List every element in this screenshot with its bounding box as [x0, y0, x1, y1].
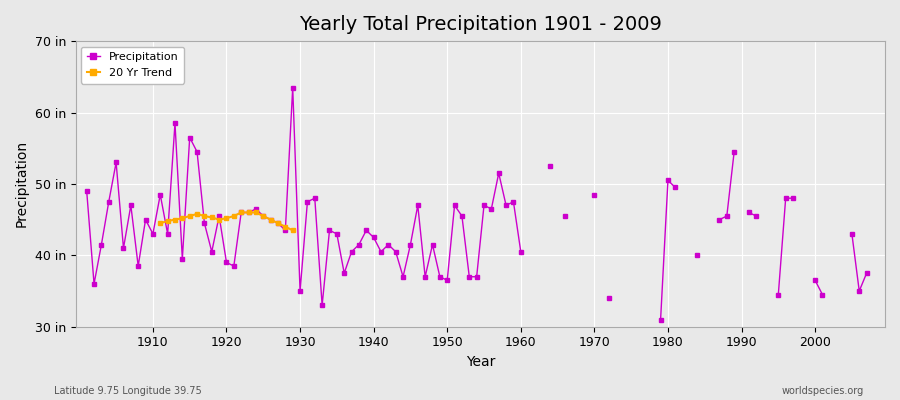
Y-axis label: Precipitation: Precipitation — [15, 140, 29, 228]
20 Yr Trend — [273, 221, 284, 226]
20 Yr Trend — [206, 215, 217, 220]
20 Yr Trend — [287, 228, 298, 233]
Precipitation — [140, 217, 151, 222]
Precipitation — [508, 199, 518, 204]
20 Yr Trend — [266, 217, 276, 222]
20 Yr Trend — [192, 212, 202, 216]
Precipitation — [302, 199, 313, 204]
20 Yr Trend — [243, 210, 254, 215]
20 Yr Trend — [280, 224, 291, 229]
20 Yr Trend — [162, 219, 173, 224]
20 Yr Trend — [177, 216, 188, 220]
Line: Precipitation: Precipitation — [85, 86, 868, 321]
20 Yr Trend — [229, 214, 239, 218]
Legend: Precipitation, 20 Yr Trend: Precipitation, 20 Yr Trend — [81, 47, 184, 84]
Text: worldspecies.org: worldspecies.org — [782, 386, 864, 396]
20 Yr Trend — [221, 216, 232, 220]
20 Yr Trend — [155, 221, 166, 226]
Precipitation — [516, 249, 526, 254]
20 Yr Trend — [236, 210, 247, 215]
20 Yr Trend — [169, 217, 180, 222]
Title: Yearly Total Precipitation 1901 - 2009: Yearly Total Precipitation 1901 - 2009 — [299, 15, 662, 34]
Text: Latitude 9.75 Longitude 39.75: Latitude 9.75 Longitude 39.75 — [54, 386, 202, 396]
20 Yr Trend — [199, 214, 210, 218]
20 Yr Trend — [184, 214, 195, 218]
20 Yr Trend — [258, 214, 269, 218]
20 Yr Trend — [250, 210, 261, 215]
20 Yr Trend — [213, 217, 224, 222]
X-axis label: Year: Year — [465, 355, 495, 369]
Line: 20 Yr Trend: 20 Yr Trend — [158, 211, 294, 232]
Precipitation — [81, 189, 92, 194]
Precipitation — [346, 249, 357, 254]
